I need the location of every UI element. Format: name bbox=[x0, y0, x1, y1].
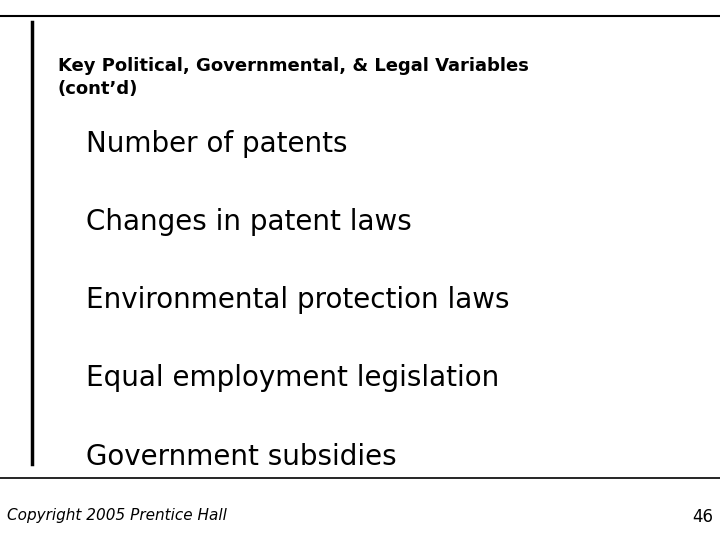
Text: Environmental protection laws: Environmental protection laws bbox=[86, 286, 510, 314]
Text: Equal employment legislation: Equal employment legislation bbox=[86, 364, 500, 393]
Text: Number of patents: Number of patents bbox=[86, 130, 348, 158]
Text: Changes in patent laws: Changes in patent laws bbox=[86, 208, 412, 236]
Text: Copyright 2005 Prentice Hall: Copyright 2005 Prentice Hall bbox=[7, 508, 227, 523]
Text: Key Political, Governmental, & Legal Variables
(cont’d): Key Political, Governmental, & Legal Var… bbox=[58, 57, 528, 98]
Text: 46: 46 bbox=[692, 508, 713, 525]
Text: Government subsidies: Government subsidies bbox=[86, 443, 397, 471]
